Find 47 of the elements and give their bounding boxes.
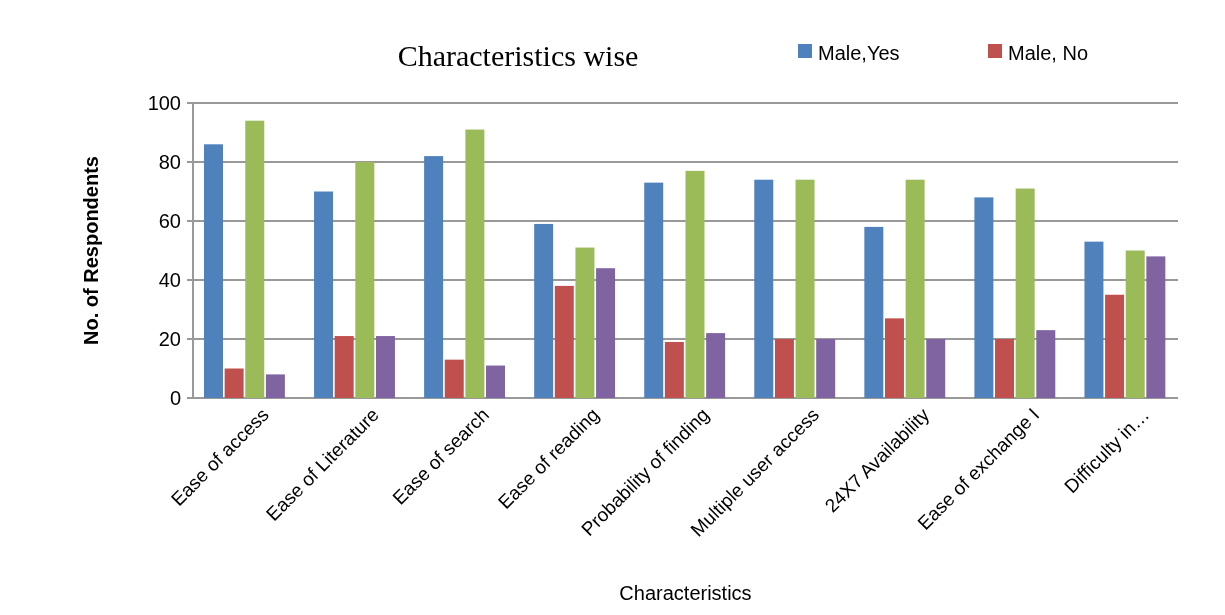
bar	[1036, 330, 1056, 398]
bar	[465, 129, 485, 398]
bar	[974, 197, 994, 398]
bar	[375, 336, 395, 398]
bar	[204, 144, 223, 398]
bar	[1146, 256, 1166, 398]
y-tick-label: 0	[169, 387, 181, 409]
bar	[795, 179, 815, 398]
bar	[1105, 294, 1125, 398]
bar	[596, 268, 616, 398]
bar	[864, 226, 884, 398]
bar	[995, 339, 1015, 398]
bar	[334, 336, 354, 398]
bar	[706, 333, 726, 398]
bar	[685, 170, 705, 398]
y-tick-label: 100	[147, 92, 181, 114]
y-tick-label: 20	[158, 328, 181, 350]
x-axis-title: Characteristics	[619, 582, 752, 604]
chart-title: Characteristics wise	[397, 39, 639, 72]
bar	[816, 339, 836, 398]
y-axis-title: No. of Respondents	[80, 156, 102, 345]
bar	[224, 368, 244, 398]
bar	[554, 285, 574, 398]
bar	[444, 359, 464, 398]
legend-label: Male, No	[1008, 42, 1089, 64]
bar	[355, 162, 375, 398]
bar	[644, 182, 664, 398]
bar	[905, 179, 925, 398]
bar	[926, 339, 946, 398]
bar	[1015, 188, 1035, 398]
bar	[424, 156, 444, 398]
bar	[314, 191, 334, 398]
bar	[884, 318, 904, 398]
bar	[1084, 241, 1104, 398]
bar	[534, 223, 554, 398]
bar	[1125, 250, 1145, 398]
bar	[754, 179, 774, 398]
bar	[245, 120, 265, 398]
bar	[265, 374, 285, 398]
bar	[575, 247, 595, 398]
legend-label: Male,Yes	[818, 42, 900, 64]
bar	[486, 365, 506, 398]
y-tick-label: 80	[158, 151, 181, 173]
y-tick-label: 40	[158, 269, 181, 291]
bar	[664, 341, 684, 398]
bar	[774, 339, 794, 398]
y-tick-label: 60	[158, 210, 181, 232]
